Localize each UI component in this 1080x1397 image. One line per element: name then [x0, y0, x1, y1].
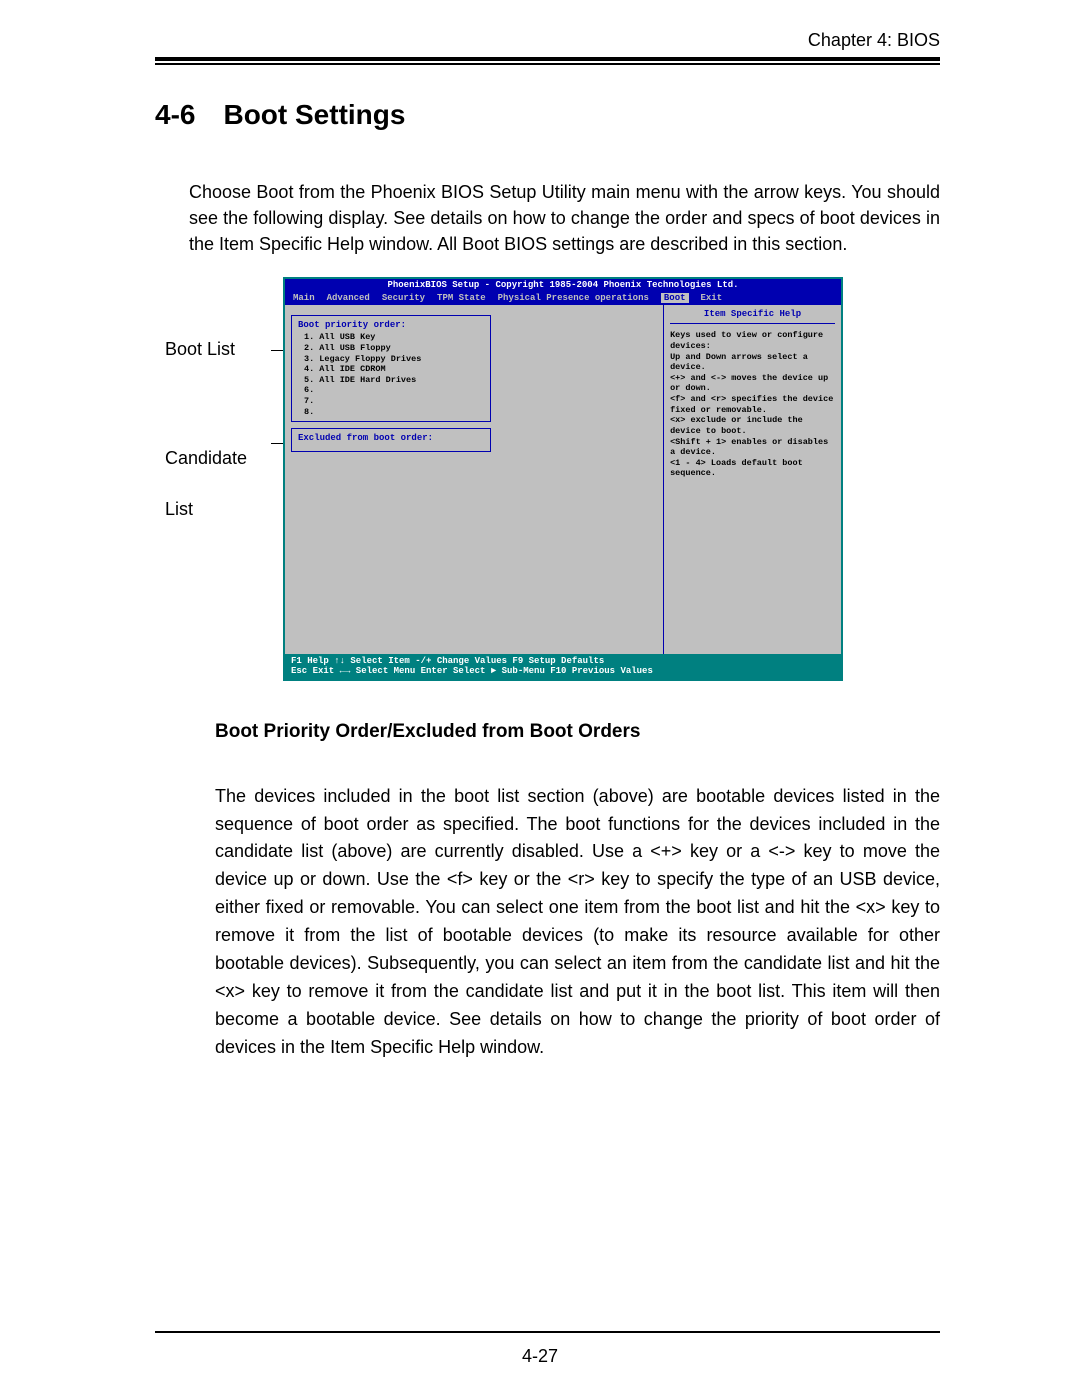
pointer-line — [271, 350, 283, 351]
boot-priority-items: 1. All USB Key 2. All USB Floppy 3. Lega… — [298, 332, 484, 417]
bios-menu-item: Main — [293, 293, 315, 303]
footer-row: F1 Help ↑↓ Select Item -/+ Change Values… — [291, 656, 835, 666]
excluded-header: Excluded from boot order: — [298, 433, 484, 443]
boot-item: 3. Legacy Floppy Drives — [304, 354, 484, 365]
figure-labels: Boot List Candidate List — [165, 277, 271, 524]
subheading: Boot Priority Order/Excluded from Boot O… — [215, 721, 940, 743]
boot-priority-header: Boot priority order: — [298, 320, 484, 330]
body-paragraph: The devices included in the boot list se… — [215, 783, 940, 1062]
pointer-line — [271, 443, 283, 444]
excluded-box: Excluded from boot order: — [291, 428, 491, 452]
boot-item: 5. All IDE Hard Drives — [304, 375, 484, 386]
bios-menu-item: TPM State — [437, 293, 486, 303]
boot-item: 7. — [304, 396, 484, 407]
bios-menu-item-active: Boot — [661, 293, 689, 303]
boot-item: 1. All USB Key — [304, 332, 484, 343]
section-number: 4-6 — [155, 99, 195, 130]
section-name: Boot Settings — [223, 99, 405, 130]
boot-priority-box: Boot priority order: 1. All USB Key 2. A… — [291, 315, 491, 422]
bios-title-bar: PhoenixBIOS Setup - Copyright 1985-2004 … — [285, 279, 841, 291]
bios-help-pane: Item Specific Help Keys used to view or … — [663, 305, 841, 654]
footer-rule — [155, 1331, 940, 1333]
bios-menu-item: Physical Presence operations — [498, 293, 649, 303]
bios-footer: F1 Help ↑↓ Select Item -/+ Change Values… — [285, 654, 841, 679]
boot-item: 4. All IDE CDROM — [304, 364, 484, 375]
bios-left-pane: Boot priority order: 1. All USB Key 2. A… — [285, 305, 663, 654]
label-boot-list: Boot List — [165, 339, 271, 360]
bios-menu-item: Security — [382, 293, 425, 303]
bios-menu-item: Exit — [701, 293, 723, 303]
bios-menu-item: Advanced — [327, 293, 370, 303]
label-candidate: Candidate List — [165, 444, 271, 524]
help-text: Keys used to view or configure devices: … — [670, 330, 835, 479]
label-candidate-2: List — [165, 495, 271, 524]
footer-row: Esc Exit ←→ Select Menu Enter Select ► S… — [291, 666, 835, 676]
boot-item: 8. — [304, 407, 484, 418]
intro-paragraph: Choose Boot from the Phoenix BIOS Setup … — [189, 179, 940, 257]
bios-screenshot: PhoenixBIOS Setup - Copyright 1985-2004 … — [283, 277, 843, 680]
bios-body: Boot priority order: 1. All USB Key 2. A… — [285, 304, 841, 654]
boot-item: 2. All USB Floppy — [304, 343, 484, 354]
label-candidate-1: Candidate — [165, 444, 271, 473]
help-title: Item Specific Help — [670, 309, 835, 324]
section-title: 4-6 Boot Settings — [155, 99, 940, 131]
header-rule — [155, 57, 940, 65]
chapter-header: Chapter 4: BIOS — [155, 30, 940, 57]
page-number: 4-27 — [0, 1346, 1080, 1367]
bios-figure: Boot List Candidate List PhoenixBIOS Set… — [165, 277, 940, 680]
bios-menu-bar: Main Advanced Security TPM State Physica… — [285, 292, 841, 304]
boot-item: 6. — [304, 385, 484, 396]
